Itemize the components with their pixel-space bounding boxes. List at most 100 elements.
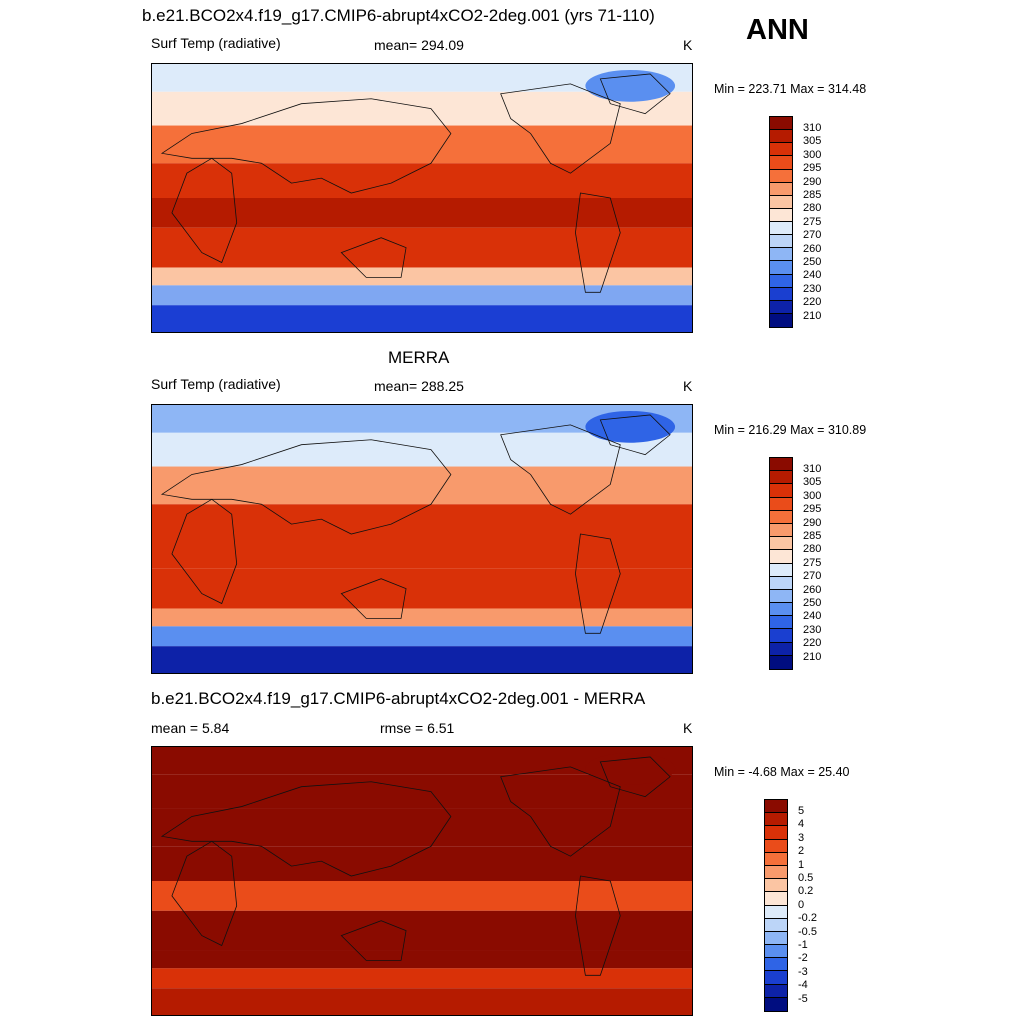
colorbar-tick-label: 0.2 — [798, 885, 814, 898]
temperature-band — [152, 198, 692, 228]
colorbar-swatch — [765, 852, 787, 866]
temperature-band — [152, 910, 692, 951]
colorbar-tick-label: 260 — [803, 583, 822, 596]
colorbar-tick-label: -0.2 — [798, 912, 817, 925]
colorbar-swatch — [765, 839, 787, 853]
colorbar-swatch — [770, 313, 792, 327]
colorbar-swatch — [770, 603, 792, 617]
coastline — [171, 157, 238, 264]
colorbar-swatch — [770, 235, 792, 249]
colorbar-swatch — [770, 300, 792, 314]
colorbar-tick-label: 250 — [803, 597, 822, 610]
panel-3-rmse-label: rmse = 6.51 — [380, 720, 455, 736]
colorbar-tick-label: 290 — [803, 516, 822, 529]
panel-3-mean-label: mean = 5.84 — [151, 720, 230, 736]
colorbar-tick-label: -2 — [798, 952, 808, 965]
colorbar-tick-label: 270 — [803, 229, 822, 242]
colorbar-tick-label: 240 — [803, 269, 822, 282]
colorbar-tick-label: 230 — [803, 623, 822, 636]
colorbar-tick-label: 1 — [798, 858, 805, 871]
colorbar-tick-label: 270 — [803, 570, 822, 583]
panel-2-units-label: K — [683, 378, 693, 394]
temperature-band — [152, 988, 692, 1015]
coastline — [575, 875, 621, 976]
temperature-band — [152, 846, 692, 881]
colorbar-tick-label: 310 — [803, 463, 822, 475]
colorbar-tick-label: -4 — [798, 979, 808, 992]
panel-1-units-label: K — [683, 37, 693, 53]
coastline — [171, 498, 238, 605]
colorbar-tick-label: 3 — [798, 831, 805, 844]
colorbar-tick-label: 220 — [803, 637, 822, 650]
colorbar-swatch — [770, 117, 792, 131]
panel-2-map — [151, 404, 693, 674]
colorbar-tick-label: 295 — [803, 162, 822, 175]
panel-2-colorbar-labels: 310 305 300 295 290 285 280 275 270 260 250 240 230 2… — [803, 463, 821, 664]
colorbar-tick-label: 2 — [798, 845, 805, 858]
colorbar-tick-label: 275 — [803, 215, 822, 228]
colorbar-swatch — [770, 130, 792, 144]
coastline — [599, 756, 671, 798]
colorbar-swatch — [770, 655, 792, 669]
colorbar-swatch — [770, 523, 792, 538]
coastline — [575, 192, 621, 293]
colorbar-tick-label: 5 — [798, 805, 805, 817]
temperature-band — [152, 950, 692, 969]
colorbar-tick-label: 305 — [803, 476, 822, 489]
colorbar-tick-label: 260 — [803, 242, 822, 255]
colorbar-swatch — [770, 182, 792, 196]
colorbar-tick-label: 280 — [803, 543, 822, 556]
panel-3-title: b.e21.BCO2x4.f19_g17.CMIP6-abrupt4xCO2-2… — [151, 689, 646, 708]
temperature-band — [152, 568, 692, 609]
colorbar-swatch — [770, 261, 792, 275]
temperature-band — [152, 626, 692, 647]
colorbar-swatch — [765, 945, 787, 959]
colorbar-swatch — [770, 458, 792, 472]
colorbar-swatch — [770, 497, 792, 511]
colorbar-tick-label: 210 — [803, 650, 822, 663]
panel-3-map — [151, 746, 693, 1016]
temperature-band — [152, 646, 692, 673]
colorbar-tick-label: 305 — [803, 135, 822, 148]
colorbar-swatch — [765, 971, 787, 985]
coastline — [500, 766, 621, 857]
colorbar-swatch — [770, 471, 792, 485]
coastline — [575, 533, 621, 634]
colorbar-swatch — [770, 143, 792, 157]
colorbar-tick-label: -1 — [798, 939, 808, 952]
panel-1-colorbar — [769, 116, 793, 328]
colorbar-tick-label: 240 — [803, 610, 822, 623]
panel-2-variable-label: Surf Temp (radiative) — [151, 376, 281, 392]
panel-3-colorbar — [764, 799, 788, 1012]
coastline — [340, 578, 407, 619]
temperature-band — [152, 539, 692, 569]
colorbar-tick-label: 290 — [803, 175, 822, 188]
colorbar-swatch — [765, 813, 787, 827]
colorbar-tick-label: 275 — [803, 556, 822, 569]
colorbar-swatch — [770, 484, 792, 498]
colorbar-swatch — [765, 879, 787, 893]
panel-3-units-label: K — [683, 720, 693, 736]
panel-3-minmax-label: Min = -4.68 Max = 25.40 — [714, 765, 850, 779]
colorbar-swatch — [770, 510, 792, 524]
colorbar-swatch — [770, 208, 792, 222]
colorbar-swatch — [770, 550, 792, 564]
temperature-band — [152, 227, 692, 268]
coastline — [500, 424, 621, 515]
colorbar-swatch — [765, 905, 787, 919]
colorbar-tick-label: 210 — [803, 309, 822, 322]
colorbar-tick-label: 280 — [803, 202, 822, 215]
colorbar-tick-label: 300 — [803, 148, 822, 161]
colorbar-swatch — [770, 169, 792, 183]
colorbar-tick-label: -3 — [798, 965, 808, 978]
colorbar-tick-label: 220 — [803, 296, 822, 309]
colorbar-swatch — [765, 892, 787, 906]
temperature-band — [152, 125, 692, 164]
colorbar-swatch — [770, 616, 792, 630]
panel-1-minmax-label: Min = 223.71 Max = 314.48 — [714, 82, 867, 96]
coastline — [599, 73, 671, 115]
coastline — [340, 920, 407, 961]
colorbar-swatch — [765, 931, 787, 946]
colorbar-tick-label: 0.5 — [798, 872, 814, 885]
colorbar-swatch — [765, 865, 787, 880]
